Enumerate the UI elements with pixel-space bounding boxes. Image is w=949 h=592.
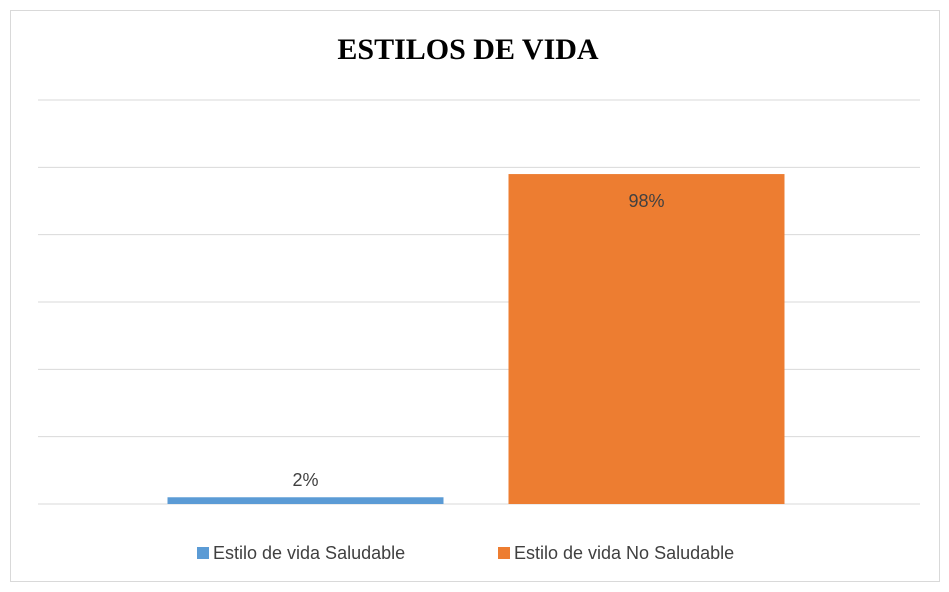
legend-label: Estilo de vida No Saludable bbox=[514, 543, 734, 563]
legend-swatch bbox=[197, 547, 209, 559]
chart-title: ESTILOS DE VIDA bbox=[337, 33, 599, 66]
data-label: 2% bbox=[292, 470, 318, 490]
data-label: 98% bbox=[628, 191, 664, 211]
bar bbox=[167, 497, 444, 504]
legend-swatch bbox=[498, 547, 510, 559]
bar bbox=[508, 174, 785, 505]
legend-label: Estilo de vida Saludable bbox=[213, 543, 405, 563]
chart-frame bbox=[10, 10, 940, 582]
